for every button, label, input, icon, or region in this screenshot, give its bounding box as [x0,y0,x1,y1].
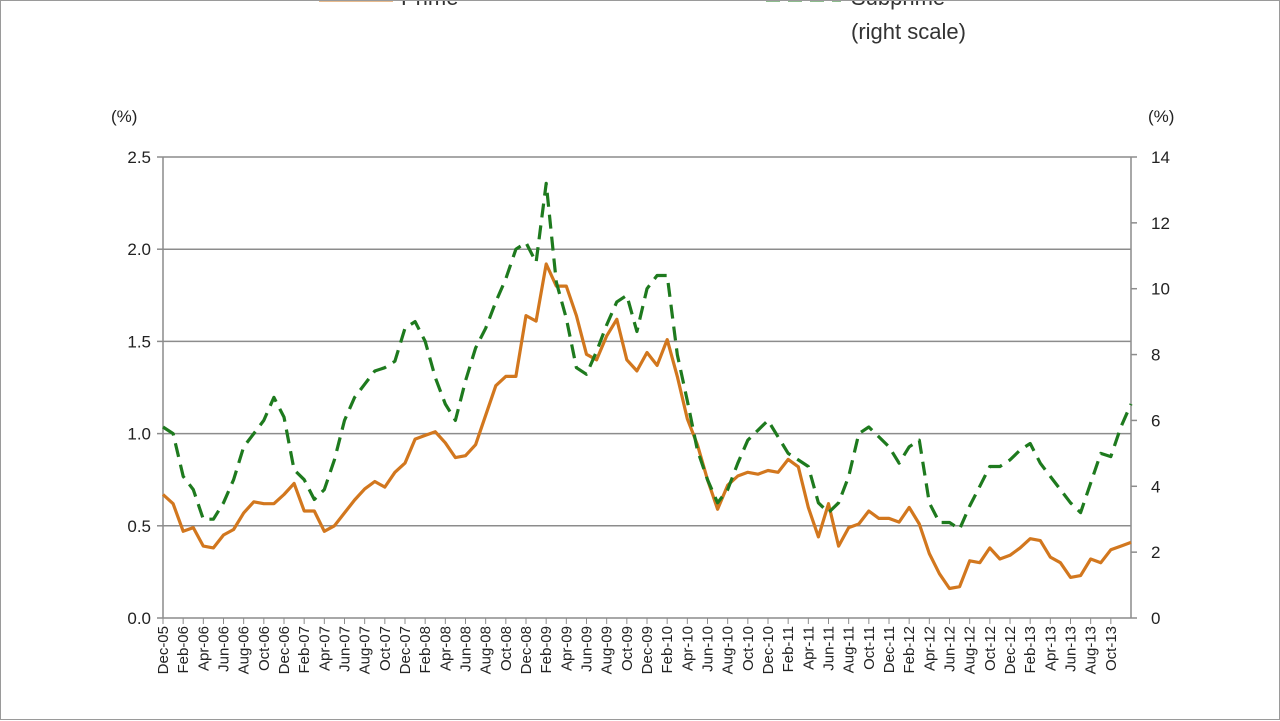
left-tick-label: 2.5 [127,148,151,167]
x-tick-label: Feb-07 [296,626,313,674]
x-tick-label: Aug-12 [962,626,979,674]
prime-series-line [161,262,1132,591]
x-tick-label: Jun-09 [579,626,596,672]
x-tick-label: Jun-06 [216,626,233,672]
right-tick-label: 12 [1151,214,1170,233]
left-tick-label: 1.0 [127,425,151,444]
x-tick-label: Aug-09 [599,626,616,674]
x-tick-label: Apr-10 [679,626,696,671]
left-tick-label: 0.0 [127,609,151,628]
x-tick-label: Oct-06 [256,626,273,671]
left-tick-label: 2.0 [127,240,151,259]
x-tick-label: Dec-12 [1002,626,1019,674]
x-tick-label: Feb-09 [538,626,555,674]
left-axis-unit: (%) [111,107,137,126]
x-tick-label: Apr-07 [316,626,333,671]
x-tick-label: Dec-10 [760,626,777,674]
gridlines [162,156,1132,619]
x-tick-label: Aug-06 [236,626,253,674]
x-tick-label: Oct-12 [982,626,999,671]
x-tick-label: Aug-13 [1083,626,1100,674]
x-tick-label: Oct-07 [377,626,394,671]
right-tick-label: 14 [1151,148,1170,167]
x-tick-label: Apr-11 [800,626,817,670]
x-tick-label: Jun-08 [458,626,475,672]
x-tick-label: Apr-13 [1042,626,1059,671]
x-axis-ticks [162,618,1112,624]
subprime-series-line [162,181,1133,531]
x-tick-label: Dec-05 [155,626,172,674]
x-tick-label: Aug-07 [357,626,374,674]
right-tick-label: 6 [1151,411,1160,430]
legend-prime-label: Prime [401,1,458,10]
right-tick-label: 2 [1151,543,1160,562]
x-tick-label: Apr-08 [437,626,454,671]
legend-subprime-note: (right scale) [851,19,966,44]
x-tick-label: Dec-08 [518,626,535,674]
right-axis-unit: (%) [1148,107,1174,126]
x-tick-label: Oct-10 [740,626,757,671]
x-tick-label: Oct-08 [498,626,515,671]
x-tick-label: Oct-09 [619,626,636,671]
x-tick-label: Aug-10 [720,626,737,674]
x-tick-label: Dec-11 [881,626,898,673]
x-tick-label: Apr-09 [558,626,575,671]
series-lines [161,181,1133,591]
x-tick-label: Feb-10 [659,626,676,674]
x-tick-label: Feb-13 [1022,626,1039,674]
right-tick-label: 4 [1151,477,1160,496]
x-tick-label: Dec-06 [276,626,293,674]
right-tick-label: 8 [1151,346,1160,365]
x-tick-label: Feb-11 [780,626,797,672]
x-tick-label: Feb-06 [175,626,192,674]
x-tick-label: Oct-11 [861,626,878,670]
x-tick-label: Jun-11 [821,626,838,671]
x-tick-label: Dec-09 [639,626,656,674]
x-tick-label: Jun-07 [337,626,354,672]
x-tick-label: Apr-06 [195,626,212,671]
left-tick-label: 0.5 [127,517,151,536]
right-tick-label: 10 [1151,280,1170,299]
left-tick-label: 1.5 [127,332,151,351]
x-tick-label: Jun-10 [700,626,717,672]
x-tick-label: Jun-12 [942,626,959,672]
x-tick-label: Aug-11 [841,626,858,673]
x-tick-label: Aug-08 [478,626,495,674]
left-axis-tick-labels: 0.0 0.5 1.0 1.5 2.0 2.5 [127,148,163,628]
x-tick-label: Oct-13 [1103,626,1120,671]
x-tick-label: Feb-12 [901,626,918,674]
x-tick-label: Feb-08 [417,626,434,674]
right-axis-tick-labels: 0 2 4 6 8 10 12 14 [1131,148,1170,628]
legend: Prime Subprime (right scale) [319,1,966,44]
x-axis-tick-labels: Dec-05 Feb-06 Apr-06 Jun-06 Aug-06 Oct-06 Dec-… [155,626,1120,674]
x-tick-label: Jun-13 [1063,626,1080,672]
x-tick-label: Dec-07 [397,626,414,674]
right-tick-label: 0 [1151,609,1160,628]
x-tick-label: Apr-12 [921,626,938,671]
legend-subprime-label: Subprime [851,1,945,10]
